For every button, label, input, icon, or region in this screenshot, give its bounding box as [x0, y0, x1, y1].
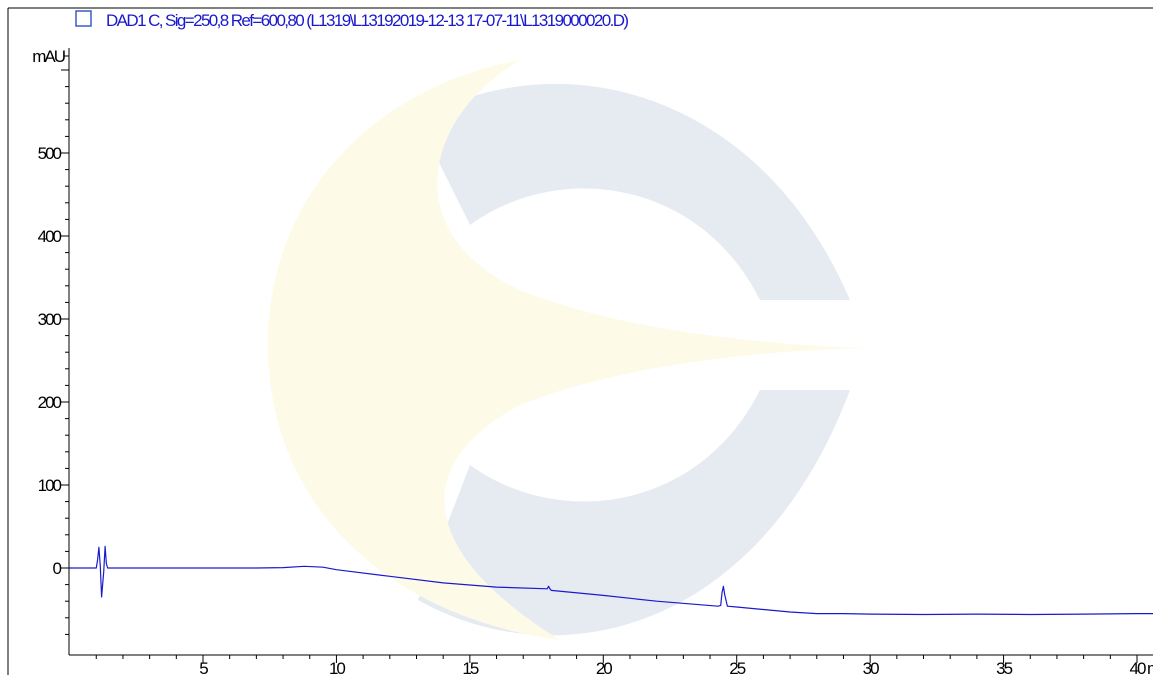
y-tick-label: 200 [38, 393, 62, 412]
x-tick-label: 5 [199, 659, 208, 675]
y-tick-label: 0 [53, 559, 62, 578]
y-unit-label: mAU [32, 47, 65, 66]
legend: DAD1 C, Sig=250,8 Ref=600,80 (L1319\L131… [75, 10, 630, 30]
x-tick-label: 20 [596, 659, 612, 675]
watermark-arc-top [418, 83, 850, 301]
x-tick-label: 40 [1130, 659, 1146, 675]
y-tick-label: 500 [38, 144, 62, 163]
x-unit-label: min [1147, 659, 1153, 675]
watermark-crescent [267, 60, 870, 640]
chromatogram-trace [69, 545, 1153, 616]
legend-color-box[interactable] [75, 10, 92, 27]
x-tick-label: 30 [863, 659, 879, 675]
series-layer [69, 545, 1153, 616]
ticks: 0 100 200 300 400 500 mAU 5 10 15 20 25 30 35 40min [32, 47, 1153, 675]
x-tick-label: 25 [729, 659, 745, 675]
axes [7, 7, 1153, 675]
watermark-arc-bottom [418, 390, 850, 636]
x-tick-label: 10 [329, 659, 345, 675]
x-tick-label: 35 [996, 659, 1012, 675]
y-tick-label: 400 [38, 227, 62, 246]
logo-watermark [267, 60, 870, 640]
x-tick-label: 15 [462, 659, 478, 675]
y-tick-label: 300 [38, 310, 62, 329]
legend-label: DAD1 C, Sig=250,8 Ref=600,80 (L1319\L131… [106, 11, 628, 30]
y-tick-label: 100 [38, 476, 62, 495]
